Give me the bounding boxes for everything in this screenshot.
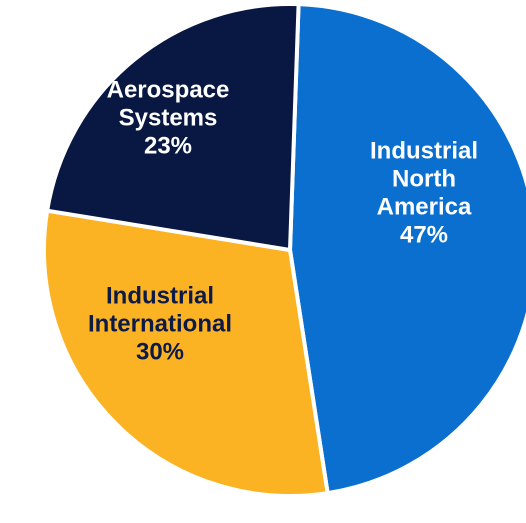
- slice-aerospace-systems: [45, 2, 301, 252]
- slice-label-line: Systems: [119, 104, 218, 131]
- slice-label-line: International: [88, 310, 232, 337]
- pie-slices: [41, 2, 526, 498]
- slice-label-aerospace-systems: Aerospace Systems 23%: [107, 76, 230, 159]
- slice-label-line: North: [392, 165, 456, 192]
- slice-label-line: 47%: [400, 221, 448, 248]
- slice-label-line: 30%: [136, 338, 184, 365]
- slice-industrial-north-america: [288, 2, 526, 496]
- slice-label-line: Industrial: [106, 282, 214, 309]
- slice-industrial-international: [41, 208, 330, 498]
- slice-label-line: Industrial: [370, 137, 478, 164]
- slice-label-line: 23%: [144, 132, 192, 159]
- slice-label-industrial-north-america: Industrial North America 47%: [370, 137, 478, 248]
- slice-label-line: Aerospace: [107, 76, 230, 103]
- pie-labels: Industrial North America 47%Industrial Inter…: [88, 76, 478, 365]
- slice-label-line: America: [377, 193, 472, 220]
- slice-label-industrial-international: Industrial International 30%: [88, 282, 232, 365]
